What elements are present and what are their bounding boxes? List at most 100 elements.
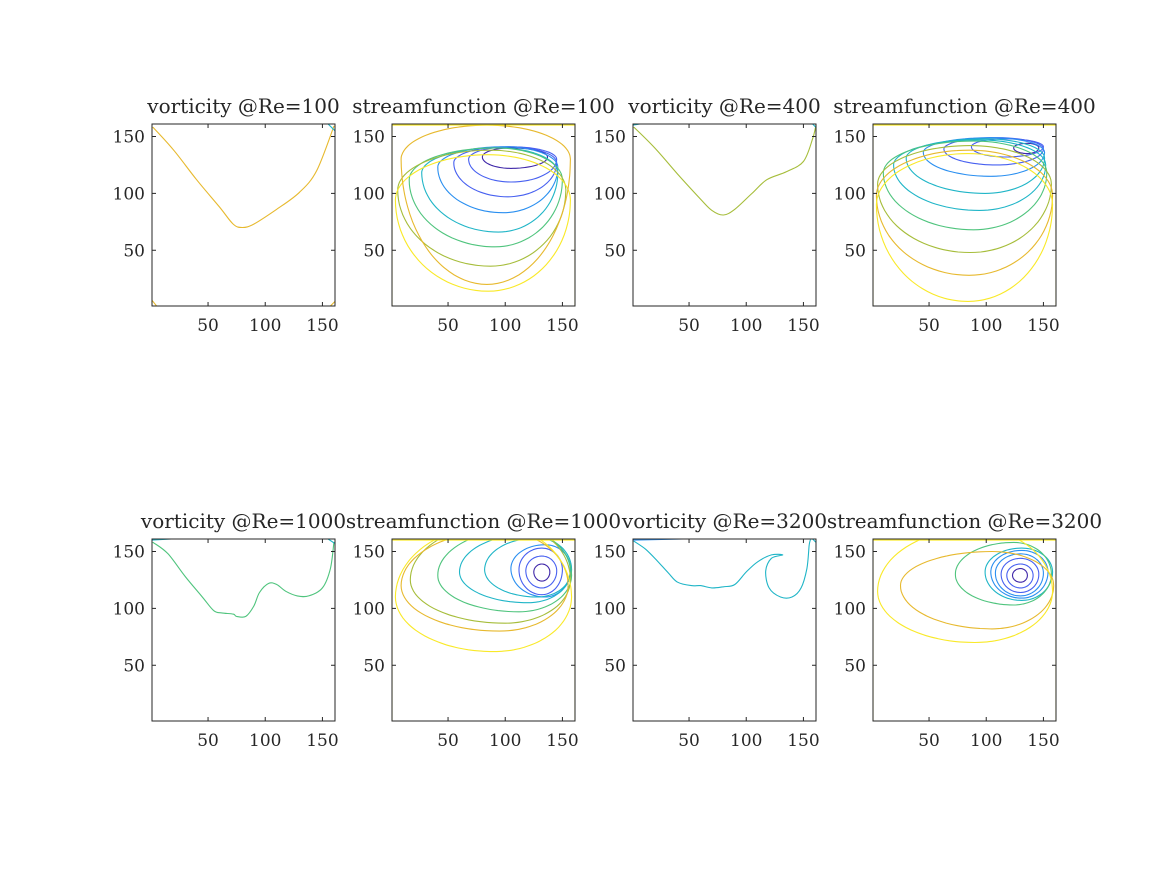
contour-line-1	[1013, 142, 1040, 155]
y-tick-label: 50	[844, 656, 866, 676]
contour-line-8	[409, 539, 571, 624]
contour-line-9	[400, 124, 571, 285]
x-tick-label: 100	[730, 731, 762, 751]
contour-line-8	[899, 550, 1055, 630]
x-tick-label: 50	[678, 316, 700, 336]
y-tick-label: 50	[123, 241, 145, 261]
contour-line-10	[875, 153, 1054, 302]
contour-line-4	[994, 553, 1044, 597]
contour-line-1	[152, 541, 335, 618]
y-tick-label: 100	[113, 184, 145, 204]
x-tick-label: 100	[249, 731, 281, 751]
x-tick-label: 100	[489, 731, 521, 751]
y-tick-label: 150	[594, 128, 626, 148]
contour-line-2	[468, 146, 558, 183]
contour-line-7	[882, 140, 1048, 231]
x-tick-label: 50	[197, 731, 219, 751]
contour-line-4	[437, 146, 559, 214]
contour-line-11	[392, 539, 575, 721]
contour-line-6	[893, 139, 1047, 211]
contour-line-3	[812, 539, 816, 543]
x-tick-label: 100	[249, 316, 281, 336]
contour-line-7	[954, 541, 1052, 606]
contour-line-2	[327, 124, 335, 132]
y-tick-label: 100	[594, 599, 626, 619]
y-tick-label: 50	[604, 241, 626, 261]
contour-line-2	[525, 555, 558, 589]
x-tick-label: 50	[197, 316, 219, 336]
contour-lines	[633, 124, 816, 216]
axes-frame	[391, 123, 576, 307]
contour-line-1	[633, 539, 811, 599]
contour-line-3	[327, 539, 335, 545]
x-tick-label: 100	[970, 316, 1002, 336]
contour-line-3	[1000, 557, 1040, 594]
panel-title: streamfunction @Re=1000	[346, 509, 621, 533]
y-tick-label: 50	[123, 656, 145, 676]
x-tick-label: 150	[787, 731, 819, 751]
axes-frame	[391, 538, 576, 722]
contour-line-1	[633, 124, 816, 216]
contour-line-6	[458, 539, 571, 604]
panel-title: vorticity @Re=3200	[621, 509, 827, 533]
panel-title: vorticity @Re=400	[627, 94, 820, 118]
y-tick-label: 50	[363, 241, 385, 261]
contour-line-5	[990, 549, 1049, 599]
y-tick-label: 100	[594, 184, 626, 204]
panel-title: streamfunction @Re=100	[352, 94, 615, 118]
axes-frame	[632, 538, 817, 722]
x-tick-label: 50	[437, 731, 459, 751]
contour-line-8	[877, 145, 1052, 254]
x-tick-label: 50	[918, 316, 940, 336]
contour-line-1	[1011, 568, 1028, 583]
y-tick-label: 100	[834, 599, 866, 619]
panel-2: 50 100 150 50 100 150 streamfunction @Re=100	[352, 94, 615, 336]
contour-line-11	[873, 124, 1056, 306]
contour-lines	[633, 539, 816, 599]
x-tick-label: 100	[489, 316, 521, 336]
x-tick-label: 50	[678, 731, 700, 751]
x-tick-label: 150	[546, 316, 578, 336]
panel-7: 50 100 150 50 100 150 vorticity @Re=3200	[594, 509, 828, 751]
contour-line-1	[533, 563, 551, 582]
contour-line-7	[437, 539, 573, 613]
axes-frame	[872, 538, 1057, 722]
panel-title: vorticity @Re=100	[146, 94, 339, 118]
axes-frame	[632, 123, 817, 307]
contour-line-10	[873, 539, 1056, 721]
y-tick-label: 50	[363, 656, 385, 676]
contour-line-3	[152, 299, 158, 306]
contour-lines	[873, 539, 1056, 721]
contour-line-1	[152, 125, 335, 229]
contour-lines	[392, 539, 575, 721]
x-tick-label: 150	[1027, 316, 1059, 336]
panel-title: streamfunction @Re=400	[833, 94, 1096, 118]
y-tick-label: 100	[353, 599, 385, 619]
contour-line-9	[400, 539, 569, 632]
contour-line-3	[943, 137, 1044, 166]
contour-lines	[152, 124, 335, 306]
y-tick-label: 150	[113, 128, 145, 148]
x-tick-label: 150	[546, 731, 578, 751]
x-tick-label: 150	[306, 316, 338, 336]
x-tick-label: 150	[1027, 731, 1059, 751]
contour-line-2	[1006, 563, 1034, 589]
y-tick-label: 150	[113, 543, 145, 563]
contour-line-3	[453, 146, 558, 198]
axes-frame	[872, 123, 1057, 307]
contour-line-10	[392, 124, 575, 306]
contour-line-3	[812, 124, 816, 128]
contour-lines	[392, 124, 575, 306]
x-tick-label: 150	[306, 731, 338, 751]
x-tick-label: 50	[437, 316, 459, 336]
contour-line-10	[394, 539, 573, 653]
y-tick-label: 50	[604, 656, 626, 676]
panel-title: streamfunction @Re=3200	[827, 509, 1102, 533]
y-tick-label: 100	[834, 184, 866, 204]
contour-line-4	[922, 137, 1046, 177]
contour-lines	[873, 124, 1056, 306]
x-tick-label: 100	[730, 316, 762, 336]
y-tick-label: 50	[844, 241, 866, 261]
contour-line-5	[421, 147, 559, 233]
